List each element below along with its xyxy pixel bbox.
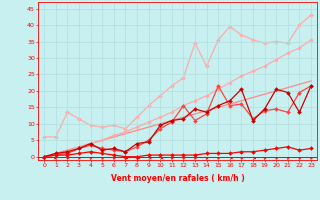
X-axis label: Vent moyen/en rafales ( km/h ): Vent moyen/en rafales ( km/h ): [111, 174, 244, 183]
